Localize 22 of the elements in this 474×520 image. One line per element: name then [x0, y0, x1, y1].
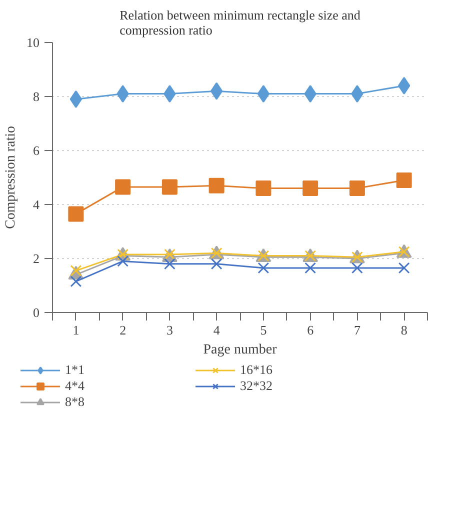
legend-label: 8*8 [65, 394, 86, 410]
y-tick-label: 10 [26, 35, 40, 50]
y-tick-label: 2 [33, 251, 40, 266]
x-tick-label: 3 [166, 322, 173, 338]
y-tick-label: 6 [33, 143, 40, 158]
x-tick-label: 7 [354, 322, 361, 338]
x-tick-label: 8 [400, 322, 408, 338]
x-tick-label: 4 [213, 322, 220, 338]
legend-label: 32*32 [240, 378, 274, 394]
legend-label: 16*16 [240, 362, 274, 378]
x-tick-label: 5 [260, 322, 267, 338]
x-tick-label: 2 [120, 322, 126, 338]
x-tick-label: 1 [72, 322, 80, 338]
chart-title: Relation between minimum rectangle size and compression ratio [120, 8, 361, 38]
y-axis-title: Compression ratio [4, 126, 18, 230]
y-tick-label: 8 [33, 89, 40, 104]
legend-label: 1*1 [65, 362, 86, 378]
legend-label: 4*4 [65, 378, 86, 394]
x-tick-label: 6 [307, 322, 314, 338]
y-tick-label: 0 [33, 305, 40, 320]
y-tick-label: 4 [33, 197, 40, 212]
x-axis-title: Page number [203, 342, 278, 358]
